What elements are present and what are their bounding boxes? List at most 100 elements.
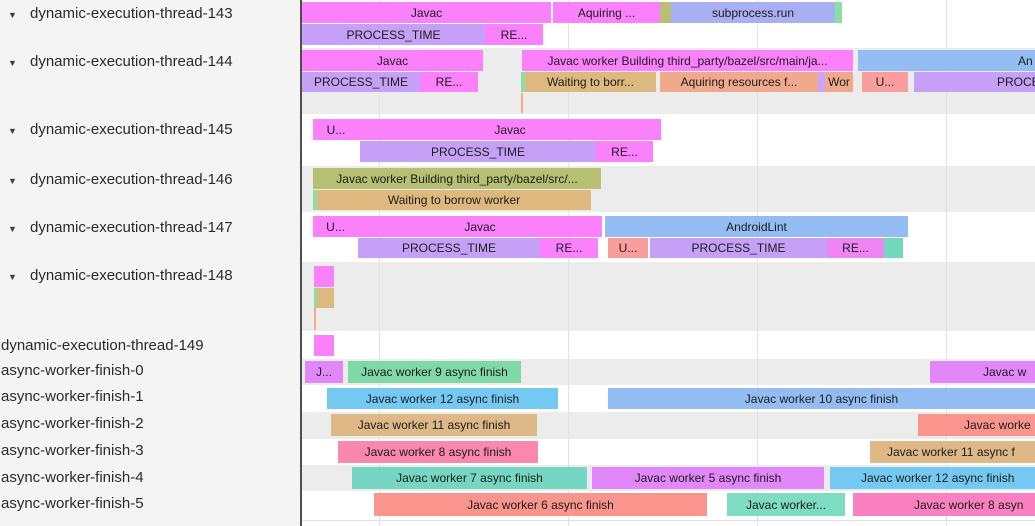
track-name-label: async-worker-finish-5 (1, 495, 144, 512)
slice-label: Javac worker 12 async finish (365, 391, 520, 406)
timeline-slice[interactable]: Javac worker Building third_party/bazel/… (522, 50, 853, 71)
timeline-slice[interactable]: RE... (485, 24, 543, 45)
slice-label: Javac (464, 219, 496, 234)
expander-triangle-icon[interactable]: ▼ (8, 126, 17, 136)
timeline-slice[interactable]: PROCESS_TIME (302, 24, 485, 45)
timeline-slice[interactable]: Javac worker 8 async finish (338, 441, 538, 463)
track-name-label: async-worker-finish-3 (1, 442, 144, 459)
timeline-slice[interactable]: Aquiring resources f... (660, 72, 818, 92)
slice-label: Javac worker 5 async finish (634, 471, 782, 485)
timeline-slice[interactable]: Waiting to borrow worker (317, 190, 591, 210)
timeline-slice[interactable] (313, 190, 317, 210)
timeline-canvas[interactable]: Javac Aquiring ... subprocess.run PROCESS_T… (302, 0, 1035, 526)
timeline-slice[interactable]: Javac worker 11 async f (870, 441, 1035, 463)
timeline-slice[interactable]: U... (862, 72, 908, 92)
timeline-slice[interactable] (884, 238, 903, 258)
track-row-async-worker-finish-1[interactable]: async-worker-finish-1 (0, 387, 300, 407)
timeline-slice[interactable]: PROCESS_TIME (360, 141, 596, 162)
timeline-slice[interactable]: U... (313, 119, 359, 140)
track-row-dynamic-execution-thread-147[interactable]: ▼ dynamic-execution-thread-147 (0, 218, 300, 238)
slice-label: AndroidLint (726, 219, 787, 234)
timeline-slice[interactable]: PROCESS_TIME (302, 72, 420, 92)
sidebar-divider[interactable] (300, 0, 302, 526)
timeline-slice[interactable]: Aquiring ... (553, 2, 660, 23)
slice-label: Javac worker 12 async finish (861, 471, 1015, 485)
track-name-label: dynamic-execution-thread-147 (30, 219, 233, 236)
slice-label: PROCESS_TIME (430, 144, 526, 159)
expander-triangle-icon[interactable]: ▼ (8, 10, 17, 20)
timeline-slice[interactable] (314, 335, 334, 356)
timeline-slice[interactable]: PROCE (914, 72, 1035, 92)
timeline-slice[interactable]: Javac (359, 119, 661, 140)
timeline-slice[interactable]: RE... (540, 238, 598, 258)
track-row-dynamic-execution-thread-143[interactable]: ▼ dynamic-execution-thread-143 (0, 4, 300, 24)
track-row-dynamic-execution-thread-146[interactable]: ▼ dynamic-execution-thread-146 (0, 170, 300, 190)
timeline-slice[interactable]: U... (608, 238, 648, 258)
timeline-slice[interactable]: Waiting to borr... (525, 72, 656, 92)
time-gridline (379, 0, 380, 526)
timeline-slice[interactable] (818, 72, 825, 92)
track-row-async-worker-finish-4[interactable]: async-worker-finish-4 (0, 468, 300, 488)
timeline-slice[interactable]: RE... (420, 72, 478, 92)
slice-label: PROCESS_TIME (313, 75, 409, 89)
slice-label: An (1018, 53, 1033, 68)
slice-label: RE... (500, 27, 528, 42)
timeline-slice[interactable] (660, 2, 671, 23)
timeline-slice[interactable] (521, 72, 525, 92)
timeline-slice[interactable] (314, 266, 334, 287)
timeline-slice[interactable]: Javac (302, 50, 483, 71)
timeline-slice[interactable]: Javac worker 5 async finish (592, 467, 824, 489)
track-row-async-worker-finish-3[interactable]: async-worker-finish-3 (0, 441, 300, 461)
timeline-slice[interactable]: PROCESS_TIME (358, 238, 540, 258)
timeline-slice[interactable] (314, 288, 317, 308)
slice-label: PROCE (997, 75, 1035, 89)
slice-label: Javac worker Building third_party/bazel/… (547, 53, 828, 68)
timeline-slice[interactable]: Javac worke (918, 414, 1035, 436)
track-row-async-worker-finish-0[interactable]: async-worker-finish-0 (0, 361, 300, 381)
expander-triangle-icon[interactable]: ▼ (8, 224, 17, 234)
timeline-slice[interactable] (317, 288, 334, 308)
track-row-dynamic-execution-thread-145[interactable]: ▼ dynamic-execution-thread-145 (0, 120, 300, 140)
track-row-async-worker-finish-2[interactable]: async-worker-finish-2 (0, 414, 300, 434)
timeline-slice[interactable]: Javac w (930, 361, 1035, 383)
timeline-slice[interactable]: PROCESS_TIME (650, 238, 827, 258)
track-name-label: dynamic-execution-thread-148 (30, 267, 233, 284)
timeline-slice[interactable]: An (858, 50, 1035, 71)
timeline-slice[interactable]: Javac (302, 2, 551, 23)
slice-label: Javac (494, 122, 526, 137)
track-name-label: async-worker-finish-2 (1, 415, 144, 432)
timeline-slice[interactable]: Javac worker Building third_party/bazel/… (313, 168, 601, 189)
expander-triangle-icon[interactable]: ▼ (8, 272, 17, 282)
timeline-slice[interactable]: AndroidLint (605, 216, 908, 237)
timeline-slice[interactable]: Javac worker... (727, 493, 845, 516)
timeline-slice[interactable]: Javac (358, 216, 602, 237)
track-row-dynamic-execution-thread-149[interactable]: dynamic-execution-thread-149 (0, 336, 300, 356)
slice-label: PROCESS_TIME (346, 27, 441, 42)
track-row-async-worker-finish-5[interactable]: async-worker-finish-5 (0, 494, 300, 514)
timeline-slice[interactable] (835, 2, 842, 23)
timeline-slice[interactable]: Javac worker 12 async finish (830, 467, 1035, 489)
timeline-slice[interactable]: Javac worker 7 async finish (352, 467, 587, 489)
track-row-dynamic-execution-thread-148[interactable]: ▼ dynamic-execution-thread-148 (0, 266, 300, 286)
timeline-slice[interactable]: Javac worker 9 async finish (348, 361, 521, 383)
track-row-dynamic-execution-thread-144[interactable]: ▼ dynamic-execution-thread-144 (0, 52, 300, 72)
timeline-slice[interactable]: Javac worker 12 async finish (327, 388, 558, 409)
timeline-slice[interactable]: J... (305, 361, 343, 383)
timeline-slice[interactable]: RE... (827, 238, 884, 258)
timeline-slice[interactable]: U... (313, 216, 358, 237)
timeline-slice[interactable]: subprocess.run (671, 2, 835, 23)
slice-label: U... (875, 75, 895, 89)
timeline-slice[interactable]: Javac worker 11 async finish (331, 414, 537, 436)
timeline-slice[interactable]: Javac worker 10 async finish (608, 388, 1035, 409)
track-name-label: dynamic-execution-thread-145 (30, 121, 233, 138)
slice-label: J... (315, 365, 332, 379)
expander-triangle-icon[interactable]: ▼ (8, 58, 17, 68)
slice-label: Javac w (983, 365, 1027, 379)
slice-label: RE... (555, 241, 583, 255)
track-name-label: dynamic-execution-thread-143 (30, 5, 233, 22)
timeline-slice[interactable]: Javac worker 8 asyn (853, 493, 1035, 516)
timeline-slice[interactable]: Javac worker 6 async finish (374, 493, 707, 516)
timeline-slice[interactable]: RE... (596, 141, 653, 162)
expander-triangle-icon[interactable]: ▼ (8, 176, 17, 186)
timeline-slice[interactable]: Wor (825, 72, 853, 92)
